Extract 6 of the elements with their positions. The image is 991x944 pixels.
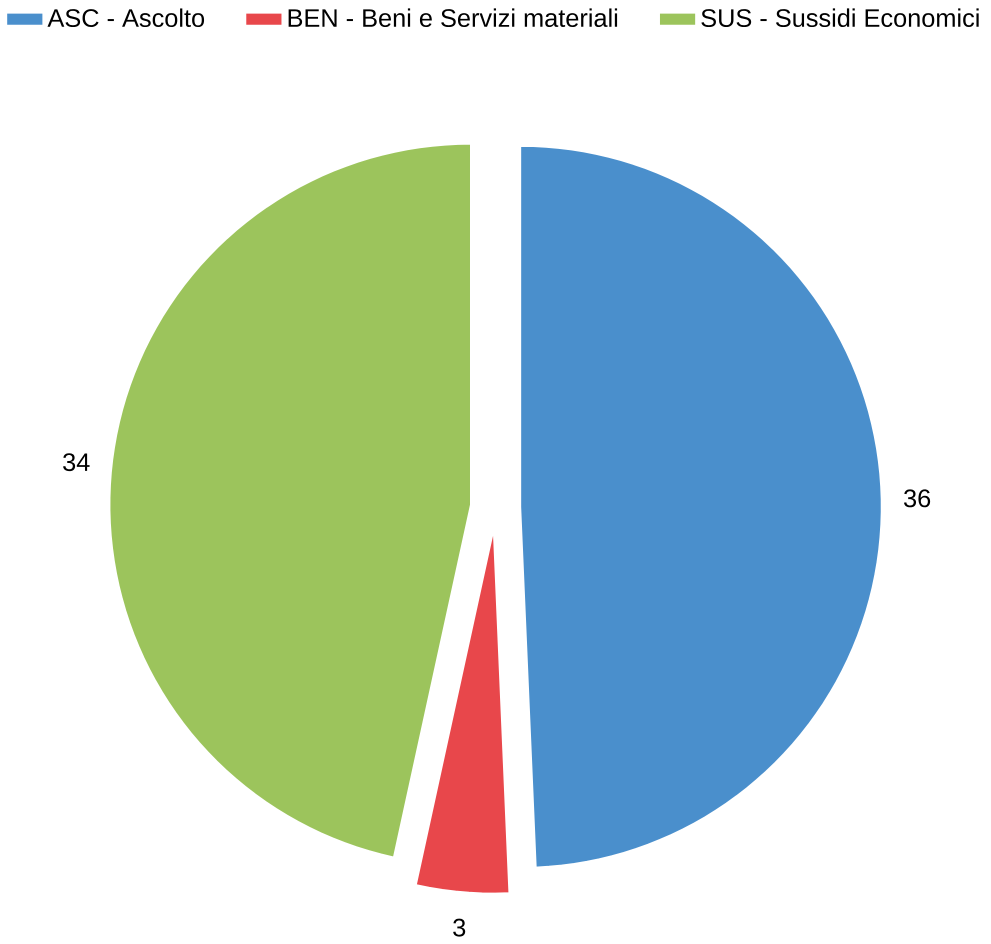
data-label: 3 [453,918,466,937]
legend-label: ASC - Ascolto [47,8,204,28]
data-label: 36 [904,490,930,508]
legend-label: BEN - Beni e Servizi materiali [288,8,618,28]
legend-label: SUS - Sussidi Economici [701,8,979,28]
data-label: 34 [63,453,90,472]
